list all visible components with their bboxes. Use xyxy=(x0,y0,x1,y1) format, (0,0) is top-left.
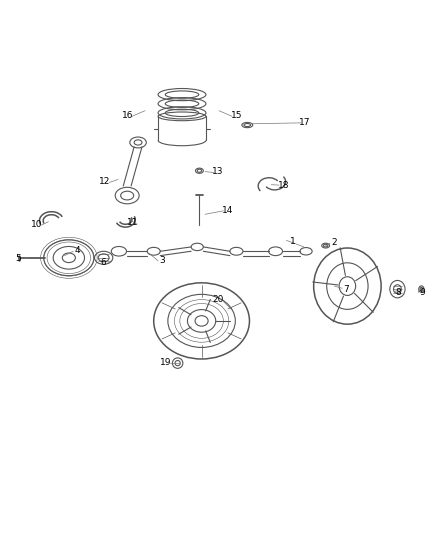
Text: 15: 15 xyxy=(231,110,242,119)
Text: 16: 16 xyxy=(122,110,133,119)
Text: 4: 4 xyxy=(75,246,80,255)
Text: 17: 17 xyxy=(300,117,311,126)
Text: 19: 19 xyxy=(160,358,172,367)
Text: 6: 6 xyxy=(101,257,106,266)
Text: 20: 20 xyxy=(212,295,224,304)
Text: 2: 2 xyxy=(332,238,337,247)
Text: 8: 8 xyxy=(396,288,401,297)
Text: 18: 18 xyxy=(278,181,289,190)
Text: 13: 13 xyxy=(212,167,224,176)
Text: 5: 5 xyxy=(15,254,21,263)
Text: 11: 11 xyxy=(127,219,138,228)
Text: 12: 12 xyxy=(99,177,111,186)
Text: 1: 1 xyxy=(290,237,296,246)
Text: 3: 3 xyxy=(159,256,165,265)
Text: 9: 9 xyxy=(420,288,426,297)
Text: 7: 7 xyxy=(344,285,350,294)
Text: 14: 14 xyxy=(222,206,233,215)
Text: 10: 10 xyxy=(32,220,43,229)
